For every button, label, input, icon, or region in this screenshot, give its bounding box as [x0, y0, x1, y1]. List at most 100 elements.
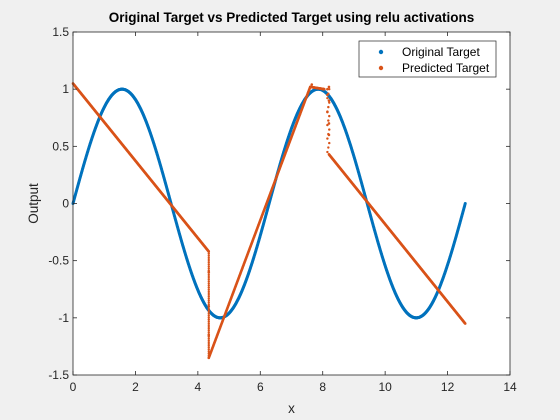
data-point-predicted — [207, 273, 210, 277]
data-point-predicted — [207, 314, 210, 317]
series-original-target — [71, 87, 467, 320]
series-predicted-target — [71, 82, 467, 360]
x-tick-label: 6 — [257, 380, 264, 394]
data-point-predicted — [326, 123, 329, 127]
data-point-predicted — [207, 309, 210, 313]
data-point-predicted — [207, 280, 210, 283]
data-point-predicted — [207, 252, 210, 255]
y-tick-label: 1.5 — [52, 25, 69, 39]
data-point-predicted — [326, 96, 329, 100]
data-point-predicted — [328, 128, 331, 131]
x-axis-label: x — [288, 401, 295, 416]
x-tick-label: 4 — [195, 380, 202, 394]
legend-marker-predicted — [378, 65, 384, 71]
data-point-predicted — [327, 92, 330, 95]
data-point-predicted — [463, 322, 467, 325]
data-point-predicted — [326, 87, 329, 91]
data-point-predicted — [207, 286, 210, 289]
y-tick-label: 0 — [62, 197, 69, 211]
data-point-predicted — [207, 250, 210, 253]
y-tick-label: -1 — [58, 311, 69, 325]
data-point-predicted — [207, 320, 210, 323]
data-point-predicted — [207, 282, 210, 285]
data-point-predicted — [207, 343, 210, 347]
data-point-predicted — [207, 356, 210, 360]
y-axis-label: Output — [26, 183, 41, 224]
data-point-predicted — [207, 254, 210, 257]
data-point-predicted — [207, 292, 210, 296]
data-point-predicted — [328, 87, 331, 91]
data-point-predicted — [207, 256, 210, 260]
data-point-predicted — [207, 260, 210, 264]
data-point-predicted — [327, 132, 330, 136]
data-point-predicted — [328, 101, 331, 104]
x-tick-label: 8 — [319, 380, 326, 394]
data-point-predicted — [207, 329, 210, 332]
data-point-predicted — [327, 105, 330, 109]
data-point-predicted — [207, 348, 210, 351]
data-point-predicted — [207, 350, 210, 353]
y-tick-label: 0.5 — [52, 139, 69, 153]
data-point-predicted — [207, 339, 210, 343]
data-point-original — [463, 202, 467, 206]
legend-label-original: Original Target — [402, 45, 480, 59]
data-point-predicted — [207, 265, 210, 268]
data-point-predicted — [207, 275, 210, 279]
data-point-predicted — [207, 305, 211, 308]
data-point-predicted — [207, 277, 210, 281]
data-point-predicted — [207, 284, 210, 287]
series-layer — [71, 82, 467, 360]
data-point-predicted — [322, 87, 326, 91]
x-tick-label: 0 — [70, 380, 77, 394]
data-point-predicted — [207, 299, 210, 302]
data-point-predicted — [327, 146, 330, 149]
data-point-predicted — [207, 311, 210, 315]
y-tick-label: -0.5 — [48, 254, 69, 268]
x-tick-label: 12 — [441, 380, 455, 394]
plot-area — [73, 32, 510, 375]
y-tick-label: -1.5 — [48, 368, 69, 382]
data-point-predicted — [207, 331, 210, 334]
data-point-predicted — [207, 326, 210, 330]
data-point-predicted — [327, 122, 331, 125]
x-tick-label: 2 — [132, 380, 139, 394]
data-point-predicted — [207, 263, 210, 266]
data-point-predicted — [310, 83, 314, 86]
data-point-predicted — [328, 141, 331, 145]
data-point-predicted — [207, 270, 211, 274]
data-point-predicted — [327, 85, 331, 89]
data-point-predicted — [207, 354, 210, 357]
data-point-predicted — [326, 137, 329, 140]
data-point-predicted — [327, 119, 330, 122]
data-point-predicted — [207, 258, 210, 262]
data-point-predicted — [207, 352, 210, 355]
data-point-predicted — [326, 110, 329, 113]
legend: Original Target Predicted Target — [358, 40, 497, 78]
x-tick-label: 14 — [503, 380, 517, 394]
data-point-predicted — [207, 297, 210, 300]
data-point-predicted — [207, 290, 210, 294]
data-point-predicted — [328, 114, 331, 118]
data-point-predicted — [207, 333, 211, 337]
legend-box — [358, 40, 497, 78]
data-point-predicted — [207, 267, 210, 270]
data-point-predicted — [207, 307, 210, 311]
legend-label-predicted: Predicted Target — [402, 61, 490, 75]
data-point-predicted — [207, 294, 210, 298]
data-point-predicted — [326, 150, 329, 154]
chart-title: Original Target vs Predicted Target usin… — [109, 10, 475, 25]
y-tick-label: 1 — [62, 82, 69, 96]
data-point-predicted — [207, 346, 210, 349]
data-point-predicted — [207, 341, 210, 345]
data-point-predicted — [207, 288, 210, 291]
data-point-predicted — [327, 99, 331, 102]
data-point-predicted — [207, 324, 210, 328]
data-point-predicted — [207, 337, 210, 340]
data-point-predicted — [207, 316, 210, 319]
data-point-predicted — [207, 301, 210, 304]
data-point-predicted — [207, 318, 210, 321]
data-point-predicted — [207, 322, 210, 326]
legend-marker-original — [378, 49, 384, 55]
x-tick-label: 10 — [378, 380, 392, 394]
